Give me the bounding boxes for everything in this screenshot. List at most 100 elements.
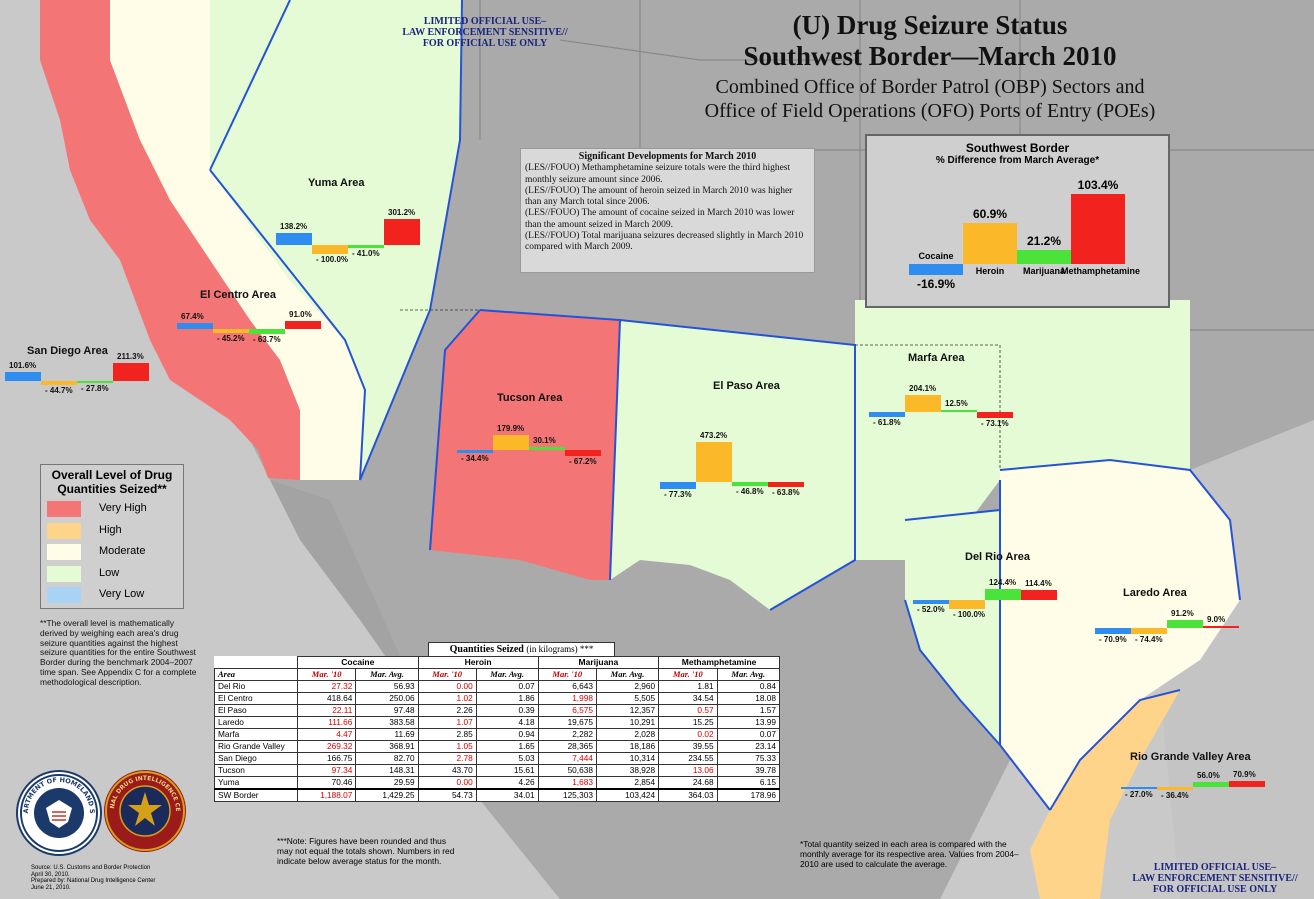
rio-grande-valley-sector (1030, 690, 1180, 899)
legend-title: Overall Level of Drug Quantities Seized*… (41, 468, 183, 496)
column-subheader: Mar. '10 (417, 668, 477, 681)
summary-heroin-bar (963, 222, 1017, 264)
el-paso-sector (610, 320, 855, 610)
average-note: *Total quantity seized in each area is c… (800, 839, 1019, 869)
laredo-sector (1000, 460, 1240, 810)
table-value-cell: 70.46 (296, 776, 357, 790)
table-value-cell: 82.70 (355, 752, 419, 765)
table-value-cell: 28,365 (537, 740, 597, 753)
table-row: Rio Grande Valley 269.32 368.91 1.05 1.65 28,… (214, 740, 781, 753)
table-value-cell: 6,575 (537, 704, 597, 717)
legend-swatch (47, 565, 81, 582)
san-diego-sector (40, 0, 300, 480)
area-column-header: Area (214, 668, 298, 681)
table-row: El Centro 418.64 250.06 1.02 1.86 1,998 5,505 3… (214, 692, 781, 705)
table-value-cell: 1.05 (417, 740, 477, 753)
development-item: (LES//FOUO) Total marijuana seizures dec… (525, 231, 804, 253)
legend-label: Very Low (99, 588, 145, 600)
summary-marijuana-bar (1017, 249, 1071, 264)
table-row: Tucson 97.34 148.31 43.70 15.61 50,638 38,928 1… (214, 764, 781, 777)
table-value-cell: 6.15 (716, 776, 781, 790)
summary-cocaine-bar (909, 264, 963, 276)
table-value-cell: 22.11 (296, 704, 357, 717)
significant-developments-box: Significant Developments for March 2010 … (520, 148, 815, 273)
legend-swatch (47, 544, 81, 560)
summary-methamphetamine-bar (1071, 193, 1125, 264)
group-header-heroin: Heroin (417, 656, 539, 669)
column-subheader: Mar. Avg. (475, 668, 539, 681)
rounding-note: ***Note: Figures have been rounded and t… (277, 836, 455, 866)
table-subheader-row: Area Mar. '10 Mar. Avg. Mar. '10 Mar. Avg. M… (214, 668, 781, 681)
table-value-cell: 18,186 (595, 740, 660, 753)
table-value-cell: 54.73 (417, 788, 477, 802)
table-total-row: SW Border 1,188.07 1,429.25 54.73 34.01 125,3… (214, 788, 781, 802)
classification-top-line3: FOR OFFICIAL USE ONLY (422, 38, 548, 49)
table-row: Marfa 4.47 11.69 2.85 0.94 2,282 2,028 0.02 0.07 (214, 728, 781, 741)
table-value-cell: 364.03 (658, 788, 718, 802)
southwest-summary-title: Southwest Border (965, 141, 1070, 155)
table-area-cell: El Paso (214, 704, 298, 717)
quantities-table-wrap: Cocaine Heroin Marijuana Methamphetamine… (214, 656, 781, 802)
table-value-cell: 97.48 (355, 704, 419, 717)
southwest-summary-subtitle: % Difference from March Average* (935, 155, 1100, 166)
classification-bottom-line2: LAW ENFORCEMENT SENSITIVE// (1132, 873, 1298, 884)
table-value-cell: 4.47 (296, 728, 357, 741)
source-line: June 21, 2010. (31, 884, 71, 891)
table-value-cell: 0.07 (475, 680, 539, 693)
table-value-cell: 125,303 (537, 788, 597, 802)
table-value-cell: 0.94 (475, 728, 539, 741)
table-area-cell: Del Rio (214, 680, 298, 693)
table-value-cell: 1.57 (716, 704, 781, 717)
north-texas (855, 300, 1190, 480)
source-line: Source: U.S. Customs and Border Protecti… (31, 865, 151, 871)
table-body: Del Rio 27.32 56.93 0.00 0.07 6,643 2,960 1.81 0… (214, 680, 781, 802)
development-item: (LES//FOUO) Methamphetamine seizure tota… (525, 163, 791, 185)
classification-top: LIMITED OFFICIAL USE– LAW ENFORCEMENT SE… (380, 16, 590, 49)
table-value-cell: 5.03 (475, 752, 539, 765)
table-value-cell: 15.25 (658, 716, 718, 729)
yuma-sector (210, 0, 462, 480)
column-subheader: Mar. Avg. (595, 668, 660, 681)
table-group-header-row: Cocaine Heroin Marijuana Methamphetamine (214, 656, 780, 669)
summary-heroin-label: Heroin (975, 266, 1005, 276)
southwest-summary-box: Southwest Border % Difference from March… (865, 134, 1170, 308)
table-row: Yuma 70.46 29.59 0.00 4.26 1,683 2,854 24.68 6.1… (214, 776, 781, 790)
table-value-cell: 24.68 (658, 776, 718, 790)
table-row: El Paso 22.11 97.48 2.26 0.39 6,575 12,357 0.57… (214, 704, 781, 717)
table-value-cell: 34.01 (475, 788, 539, 802)
table-value-cell: 1,998 (537, 692, 597, 705)
title-line3: Combined Office of Border Patrol (OBP) S… (715, 76, 1145, 98)
column-subheader: Mar. '10 (658, 668, 718, 681)
title-line4: Office of Field Operations (OFO) Ports o… (704, 100, 1156, 122)
table-value-cell: 15.61 (475, 764, 539, 777)
marfa-sector (855, 345, 1000, 560)
classification-bottom-line3: FOR OFFICIAL USE ONLY (1152, 884, 1278, 895)
table-corner (214, 656, 298, 669)
table-value-cell: 166.75 (296, 752, 357, 765)
quantities-table: Cocaine Heroin Marijuana Methamphetamine… (214, 656, 781, 802)
table-value-cell: 0.57 (658, 704, 718, 717)
dhs-seal: U.S. DEPARTMENT OF HOMELAND SECURITY (15, 766, 102, 856)
table-value-cell: 5,505 (595, 692, 660, 705)
legend-label: High (99, 523, 122, 536)
development-item: (LES//FOUO) The amount of heroin seized … (525, 185, 793, 208)
table-value-cell: 2,854 (595, 776, 660, 790)
group-header-methamphetamine: Methamphetamine (658, 656, 780, 669)
table-value-cell: 13.06 (658, 764, 718, 777)
summary-heroin-value: 60.9% (972, 206, 1008, 221)
group-header-cocaine: Cocaine (296, 656, 419, 669)
page-title: (U) Drug Seizure Status Southwest Border… (660, 10, 1200, 123)
table-row: San Diego 166.75 82.70 2.78 5.03 7,444 10,314 2… (214, 752, 781, 765)
classification-top-line1: LIMITED OFFICIAL USE– (423, 16, 547, 27)
table-value-cell: 418.64 (296, 692, 357, 705)
dhs-seal-icon: U.S. DEPARTMENT OF HOMELAND SECURITY (15, 766, 98, 852)
column-subheader: Mar. '10 (296, 668, 357, 681)
classification-top-line2: LAW ENFORCEMENT SENSITIVE// (402, 27, 568, 38)
table-value-cell: 2,028 (595, 728, 660, 741)
column-subheader: Mar. '10 (537, 668, 597, 681)
source-line: April 30, 2010. (31, 871, 70, 878)
table-value-cell: 1,429.25 (355, 788, 419, 802)
table-value-cell: 1,683 (537, 776, 597, 790)
summary-marijuana-value: 21.2% (1026, 233, 1062, 248)
table-area-cell: Rio Grande Valley (214, 740, 298, 753)
